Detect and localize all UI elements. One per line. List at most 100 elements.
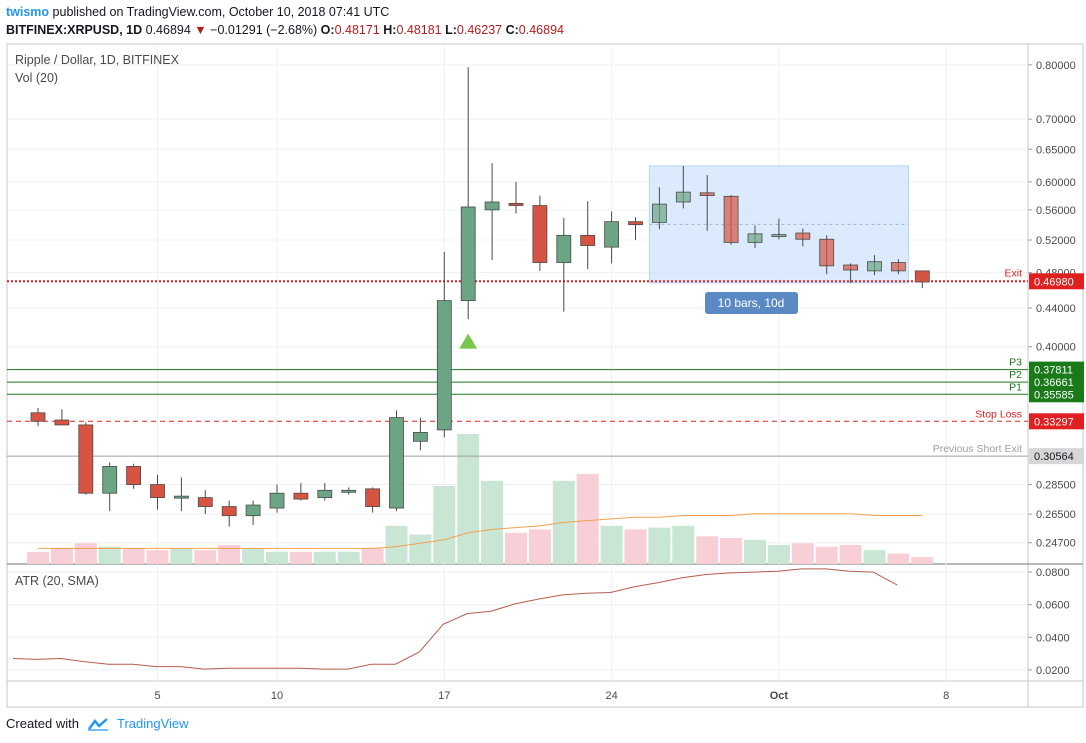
x-tick-label: 17: [438, 690, 450, 702]
atr-y-tick-label: 0.0200: [1036, 665, 1070, 677]
candle-body: [293, 492, 309, 500]
high-value: 0.48181: [396, 23, 442, 37]
volume-bar: [481, 480, 504, 564]
y-tick-label: 0.24700: [1036, 538, 1076, 550]
target-p1-label: P1: [1009, 381, 1022, 393]
candle-body: [54, 419, 70, 426]
candle-body: [556, 234, 572, 263]
chart-frame: [6, 43, 1084, 708]
candle-body: [30, 412, 46, 422]
candle-body: [628, 221, 643, 226]
y-tick-label: 0.65000: [1036, 144, 1076, 156]
candle-body: [460, 206, 476, 302]
y-tick-label: 0.44000: [1036, 303, 1076, 315]
measure-label-bg: [705, 292, 798, 314]
y-tick-label: 0.80000: [1036, 60, 1076, 72]
volume-bar: [600, 525, 623, 564]
volume-bar: [648, 527, 671, 564]
volume-bar: [266, 551, 288, 564]
volume-bar: [744, 539, 766, 564]
candle-body: [723, 195, 739, 243]
volume-bar: [433, 486, 456, 564]
volume-bar: [887, 553, 910, 564]
volume-bar: [385, 525, 408, 564]
close-value: 0.46894: [518, 23, 564, 37]
volume-bar: [337, 551, 360, 564]
candle-body: [580, 234, 596, 246]
candle-body: [699, 192, 715, 197]
volume-bar: [911, 557, 934, 564]
chart-title: Ripple / Dollar, 1D, BITFINEX: [15, 53, 180, 67]
candle-body: [389, 417, 404, 509]
x-tick-label: 24: [605, 690, 617, 702]
volume-bar: [457, 434, 480, 564]
candle-body: [436, 300, 452, 431]
y-tick-label: 0.70000: [1036, 114, 1076, 126]
tradingview-link[interactable]: TradingView: [116, 716, 189, 731]
candle-body: [795, 232, 811, 240]
candle-body: [102, 466, 118, 494]
x-tick-label: 5: [154, 690, 160, 702]
candle-body: [532, 205, 548, 263]
target-p3-price-text: 0.37811: [1034, 365, 1073, 377]
down-arrow-icon: ▼: [194, 23, 207, 37]
low-label: L:: [445, 23, 457, 37]
previous-short-exit-label: Previous Short Exit: [933, 443, 1022, 455]
candle-body: [173, 495, 189, 499]
previous-short-exit-price-tag: [1029, 448, 1084, 465]
open-label: O:: [320, 23, 335, 37]
candle-body: [197, 497, 213, 507]
candle-body: [652, 203, 667, 223]
target-p2-price-text: 0.36661: [1034, 377, 1074, 389]
candle-body: [245, 504, 261, 517]
atr-indicator-label: ATR (20, SMA): [15, 574, 99, 588]
candle-body: [341, 489, 357, 493]
volume-bar: [194, 550, 217, 564]
volume-bar: [361, 548, 384, 564]
volume-bar: [50, 548, 73, 564]
author-link[interactable]: twismo: [6, 5, 50, 19]
volume-bar: [74, 543, 97, 564]
volume-bar: [98, 546, 121, 564]
target-p3-price-tag: [1029, 361, 1084, 378]
volume-bar: [528, 529, 551, 564]
candle-body: [269, 492, 285, 509]
volume-bar: [672, 525, 695, 564]
candle-body: [221, 506, 237, 517]
y-tick-label: 0.56000: [1036, 205, 1076, 217]
volume-bar: [218, 544, 241, 564]
y-tick-label: 0.40000: [1036, 342, 1076, 354]
stop-loss-price-text: 0.33297: [1034, 416, 1074, 428]
previous-short-exit-price-text: 0.30564: [1034, 451, 1074, 463]
candle-body: [78, 424, 94, 494]
y-tick-label: 0.26500: [1036, 509, 1076, 521]
candle-body: [771, 234, 787, 237]
candle-body: [867, 261, 882, 272]
volume-bar: [839, 544, 862, 564]
candle-body: [150, 484, 165, 499]
atr-y-tick-label: 0.0800: [1036, 567, 1070, 579]
price-change: −0.01291 (−2.68%): [210, 23, 318, 37]
y-tick-label: 0.60000: [1036, 177, 1076, 189]
exit-price-tag: [1029, 273, 1084, 290]
footer: Created with TradingView: [6, 716, 189, 731]
buy-signal-icon: [459, 333, 478, 349]
volume-bar: [863, 550, 886, 564]
low-value: 0.46237: [456, 23, 503, 37]
last-price: 0.46894: [145, 23, 191, 37]
created-with-text: Created with: [6, 716, 79, 731]
chart-canvas[interactable]: 5101724Oct8150.800000.700000.650000.6000…: [0, 0, 1086, 710]
target-p2-label: P2: [1009, 369, 1022, 381]
high-label: H:: [383, 23, 397, 37]
candle-body: [126, 466, 141, 485]
exit-price-text: 0.46980: [1034, 276, 1074, 288]
atr-y-tick-label: 0.0400: [1036, 632, 1070, 644]
candle-body: [412, 432, 428, 442]
candle-body: [675, 191, 691, 203]
candle-body: [747, 233, 763, 243]
measure-label: 10 bars, 10d: [705, 292, 798, 314]
target-p1-price-tag: [1029, 386, 1084, 403]
volume-indicator-label: Vol (20): [15, 71, 58, 85]
candle-body: [365, 488, 381, 507]
volume-bar: [624, 529, 647, 564]
